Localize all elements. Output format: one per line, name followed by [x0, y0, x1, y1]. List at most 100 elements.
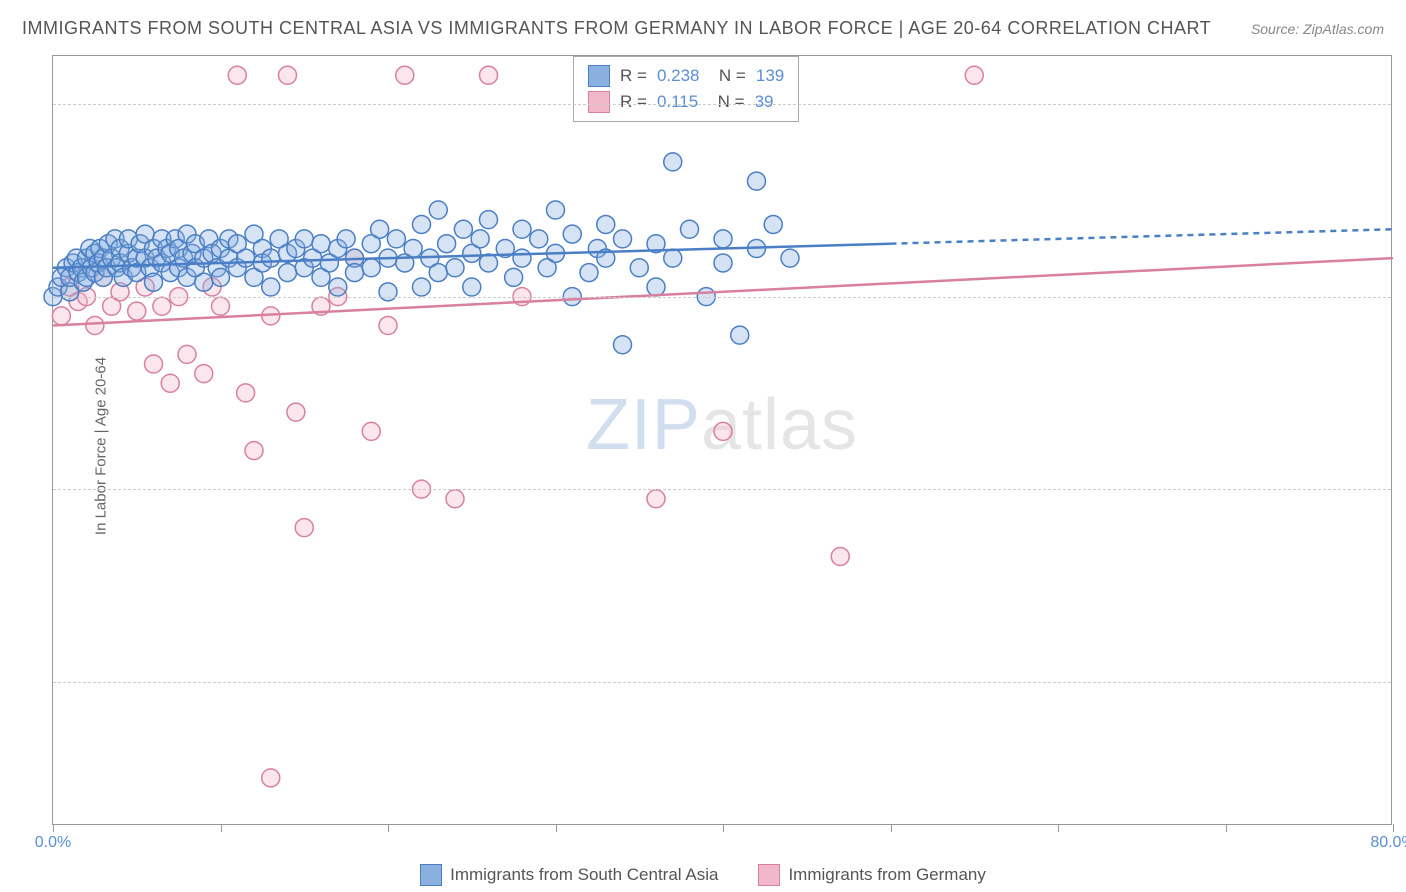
- legend-item-series1: Immigrants from South Central Asia: [420, 864, 718, 886]
- chart-header: IMMIGRANTS FROM SOUTH CENTRAL ASIA VS IM…: [22, 18, 1384, 39]
- x-tick-label: 80.0%: [1370, 834, 1406, 852]
- scatter-point: [471, 230, 489, 248]
- bottom-legend: Immigrants from South Central Asia Immig…: [0, 864, 1406, 886]
- stats-n-value-1: 139: [756, 66, 784, 86]
- scatter-plot-svg: [53, 56, 1391, 824]
- scatter-point: [329, 278, 347, 296]
- stats-n-label-2: N =: [708, 92, 744, 112]
- legend-swatch-series1: [420, 864, 442, 886]
- y-tick-label: 100.0%: [1401, 95, 1406, 113]
- scatter-point: [781, 249, 799, 267]
- scatter-point: [337, 230, 355, 248]
- scatter-point: [396, 66, 414, 84]
- x-tick: [723, 824, 724, 832]
- scatter-point: [831, 548, 849, 566]
- scatter-point: [965, 66, 983, 84]
- scatter-point: [764, 215, 782, 233]
- x-tick: [891, 824, 892, 832]
- scatter-point: [195, 365, 213, 383]
- scatter-point: [413, 215, 431, 233]
- scatter-point: [513, 220, 531, 238]
- scatter-point: [312, 235, 330, 253]
- x-tick: [221, 824, 222, 832]
- scatter-point: [446, 259, 464, 277]
- scatter-point: [563, 225, 581, 243]
- scatter-point: [664, 249, 682, 267]
- scatter-point: [237, 384, 255, 402]
- scatter-point: [454, 220, 472, 238]
- scatter-point: [547, 201, 565, 219]
- scatter-point: [580, 264, 598, 282]
- scatter-point: [346, 264, 364, 282]
- x-tick: [1226, 824, 1227, 832]
- scatter-point: [647, 278, 665, 296]
- scatter-point: [237, 249, 255, 267]
- stats-row-series2: R = 0.115 N = 39: [588, 89, 784, 115]
- scatter-point: [371, 220, 389, 238]
- legend-label-series2: Immigrants from Germany: [788, 865, 985, 885]
- x-tick: [388, 824, 389, 832]
- scatter-point: [614, 336, 632, 354]
- stats-n-label-1: N =: [709, 66, 745, 86]
- scatter-point: [262, 278, 280, 296]
- scatter-point: [128, 302, 146, 320]
- scatter-point: [245, 442, 263, 460]
- stats-r-label-1: R =: [620, 66, 647, 86]
- scatter-point: [614, 230, 632, 248]
- scatter-point: [362, 422, 380, 440]
- legend-label-series1: Immigrants from South Central Asia: [450, 865, 718, 885]
- scatter-point: [429, 264, 447, 282]
- scatter-point: [195, 273, 213, 291]
- scatter-point: [212, 297, 230, 315]
- scatter-point: [731, 326, 749, 344]
- scatter-point: [379, 317, 397, 335]
- chart-plot-area: ZIPatlas R = 0.238 N = 139 R = 0.115 N =…: [52, 55, 1392, 825]
- chart-source: Source: ZipAtlas.com: [1251, 21, 1384, 37]
- scatter-point: [505, 268, 523, 286]
- scatter-point: [145, 355, 163, 373]
- scatter-point: [446, 490, 464, 508]
- scatter-point: [714, 422, 732, 440]
- correlation-stats-box: R = 0.238 N = 139 R = 0.115 N = 39: [573, 56, 799, 122]
- scatter-point: [438, 235, 456, 253]
- scatter-point: [480, 211, 498, 229]
- scatter-point: [513, 249, 531, 267]
- stats-r-value-2: 0.115: [657, 92, 698, 112]
- scatter-point: [228, 66, 246, 84]
- x-tick: [53, 824, 54, 832]
- scatter-point: [714, 230, 732, 248]
- x-tick: [1393, 824, 1394, 832]
- scatter-point: [295, 230, 313, 248]
- scatter-point: [52, 307, 70, 325]
- scatter-point: [362, 259, 380, 277]
- x-tick-label: 0.0%: [35, 834, 71, 852]
- scatter-point: [262, 249, 280, 267]
- stats-n-value-2: 39: [755, 92, 774, 112]
- gridline: [53, 682, 1391, 683]
- y-tick-label: 40.0%: [1401, 673, 1406, 691]
- chart-title: IMMIGRANTS FROM SOUTH CENTRAL ASIA VS IM…: [22, 18, 1211, 39]
- trend-line-extrapolated: [891, 229, 1394, 243]
- stats-r-value-1: 0.238: [657, 66, 700, 86]
- scatter-point: [681, 220, 699, 238]
- stats-swatch-series2: [588, 91, 610, 113]
- scatter-point: [413, 278, 431, 296]
- stats-r-label-2: R =: [620, 92, 647, 112]
- stats-swatch-series1: [588, 65, 610, 87]
- scatter-point: [379, 283, 397, 301]
- scatter-point: [714, 254, 732, 272]
- scatter-point: [597, 215, 615, 233]
- legend-swatch-series2: [758, 864, 780, 886]
- scatter-point: [647, 490, 665, 508]
- scatter-point: [279, 66, 297, 84]
- scatter-point: [153, 297, 171, 315]
- legend-item-series2: Immigrants from Germany: [758, 864, 985, 886]
- scatter-point: [178, 345, 196, 363]
- scatter-point: [86, 317, 104, 335]
- scatter-point: [145, 273, 163, 291]
- scatter-point: [404, 240, 422, 258]
- scatter-point: [295, 519, 313, 537]
- scatter-point: [161, 374, 179, 392]
- scatter-point: [664, 153, 682, 171]
- scatter-point: [279, 264, 297, 282]
